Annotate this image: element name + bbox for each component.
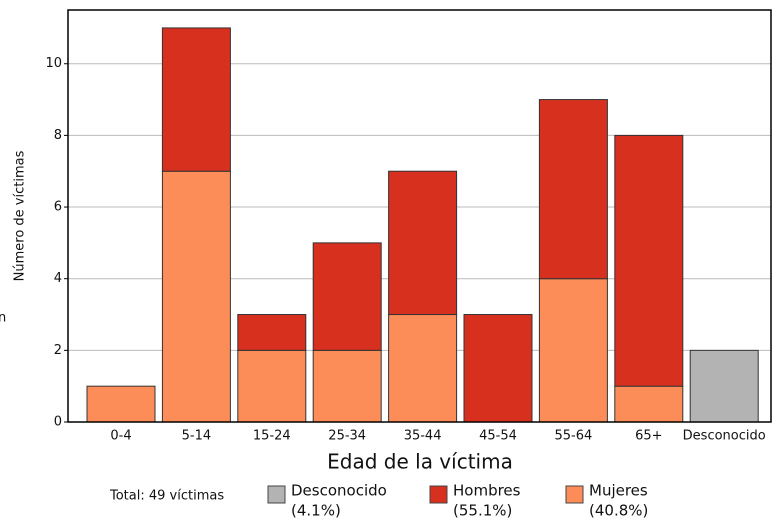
bar-segment: [237, 314, 307, 351]
bar-segment: [463, 314, 533, 423]
bar-segment: [538, 278, 608, 423]
bar-segment: [161, 27, 231, 172]
legend-label: Mujeres: [589, 482, 648, 500]
x-axis-label: Edad de la víctima: [327, 450, 513, 474]
bar-segment: [689, 349, 759, 423]
bar-segment: [86, 385, 156, 423]
legend-share: (40.8%): [589, 502, 648, 520]
bar-segment: [388, 170, 458, 316]
legend-label: Hombres: [453, 482, 521, 500]
x-tick-label: Desconocido: [683, 429, 766, 444]
bar-segment: [237, 349, 307, 423]
bar-segment: [538, 99, 608, 280]
x-tick-label: 15-24: [253, 429, 291, 444]
x-tick-label: 65+: [635, 429, 662, 444]
x-tick-label: 45-54: [479, 429, 517, 444]
y-tick-label: 4: [54, 271, 62, 286]
x-tick-label: 5-14: [182, 429, 212, 444]
bar-segment: [388, 314, 458, 423]
legend-label: Desconocido: [291, 482, 387, 500]
legend-swatch: [429, 485, 448, 504]
y-tick-label: 6: [54, 200, 62, 215]
bar-segment: [312, 349, 382, 423]
legend-title: Total: 49 víctimas: [109, 489, 224, 504]
y-tick-label: 8: [54, 128, 62, 143]
legend-share: (4.1%): [291, 502, 341, 520]
annotation: n: [0, 311, 6, 326]
plot-frame: [67, 9, 772, 423]
x-tick-label: 35-44: [404, 429, 442, 444]
legend-swatch: [565, 485, 584, 504]
bar-segment: [614, 134, 684, 387]
y-tick-label: 2: [54, 343, 62, 358]
y-tick-label: 10: [45, 56, 62, 71]
bar-segment: [614, 385, 684, 423]
legend-swatch: [267, 485, 286, 504]
bar-segment: [312, 242, 382, 351]
x-tick-label: 25-34: [328, 429, 366, 444]
y-axis-label: Número de víctimas: [13, 150, 28, 281]
y-tick-label: 0: [54, 415, 62, 430]
x-tick-label: 0-4: [110, 429, 131, 444]
x-tick-label: 55-64: [555, 429, 593, 444]
bar-segment: [161, 170, 231, 423]
legend-share: (55.1%): [453, 502, 512, 520]
